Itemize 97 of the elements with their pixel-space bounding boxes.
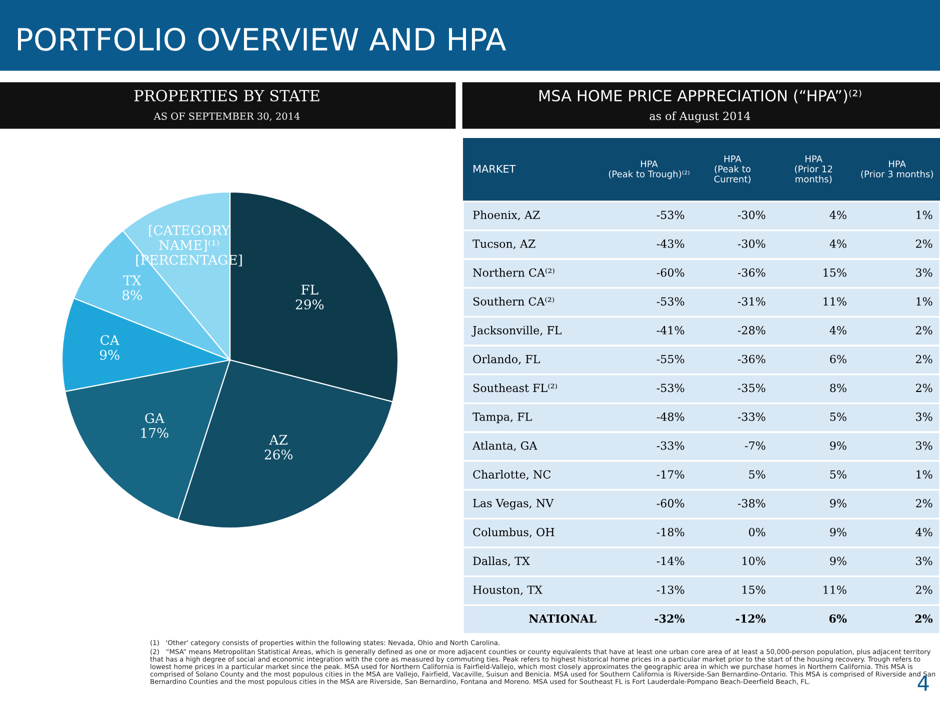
- text: Orlando, FL: [473, 354, 540, 365]
- text: 6%: [830, 354, 846, 364]
- text: -38%: [738, 499, 766, 508]
- text: 3%: [916, 412, 932, 421]
- text: MSA HOME PRICE APPRECIATION (“HPA”)⁽²⁾: [539, 90, 862, 104]
- text: 3%: [916, 556, 932, 566]
- text: -35%: [738, 384, 766, 392]
- data-label: 29%: [296, 299, 324, 310]
- text: -60%: [656, 499, 684, 508]
- text: PORTFOLIO OVERVIEW AND HPA: [18, 28, 506, 51]
- text: 6%: [829, 614, 847, 623]
- text: 2%: [916, 499, 932, 508]
- category-label: MARKET: [474, 165, 516, 173]
- text: -7%: [745, 441, 766, 450]
- slice-label: FL: [301, 284, 318, 294]
- text: -31%: [738, 297, 766, 306]
- text: 2%: [915, 614, 933, 623]
- text: Dallas, TX: [473, 556, 530, 566]
- category-label: HPA (Peak to Trough)⁽²⁾: [608, 160, 690, 180]
- text: as of August 2014: [650, 112, 750, 122]
- text: 3%: [916, 268, 932, 277]
- text: -53%: [656, 297, 684, 306]
- category-label: HPA (Prior 3 months): [861, 160, 933, 178]
- text: -17%: [656, 470, 684, 479]
- text: 5%: [830, 412, 846, 421]
- text: NATIONAL: [529, 614, 596, 623]
- slice-label: CA: [100, 335, 120, 346]
- text: -13%: [656, 586, 684, 594]
- text: 9%: [830, 528, 846, 536]
- text: 1%: [916, 470, 932, 479]
- text: -30%: [738, 210, 766, 220]
- text: Tampa, FL: [472, 412, 532, 424]
- text: 2%: [916, 384, 932, 392]
- text: 1%: [916, 210, 932, 220]
- text: 4%: [830, 326, 846, 334]
- text: -30%: [738, 240, 766, 248]
- text: Houston, TX: [473, 586, 542, 596]
- text: -12%: [736, 614, 766, 623]
- text: 15%: [824, 268, 846, 277]
- text: Jacksonville, FL: [472, 326, 562, 337]
- text: -36%: [738, 268, 766, 277]
- text: 1%: [916, 297, 932, 306]
- text: 4%: [830, 240, 846, 248]
- text: -33%: [656, 441, 684, 450]
- text: 4: [918, 676, 929, 691]
- text: Atlanta, GA: [472, 441, 538, 452]
- text: -41%: [656, 326, 684, 334]
- text: 5%: [749, 470, 766, 479]
- text: 9%: [830, 556, 846, 566]
- text: 4%: [830, 210, 846, 220]
- text: 2%: [916, 326, 932, 334]
- text: 11%: [824, 297, 846, 306]
- text: Charlotte, NC: [473, 470, 551, 480]
- text: 8%: [830, 384, 846, 392]
- text: -33%: [738, 412, 766, 421]
- text: Tucson, AZ: [472, 240, 536, 250]
- chart-subtitle: AS OF SEPTEMBER 30, 2014: [154, 112, 300, 122]
- text: Phoenix, AZ: [473, 210, 540, 220]
- text: 5%: [830, 470, 846, 479]
- category-label: HPA (Peak to Current): [714, 156, 750, 184]
- text: Columbus, OH: [473, 528, 554, 538]
- text: -60%: [656, 268, 684, 277]
- text: 11%: [824, 586, 846, 594]
- text: 10%: [742, 556, 766, 566]
- text: Northern CA⁽²⁾: [473, 268, 554, 277]
- text: 3%: [916, 441, 932, 450]
- text: -43%: [656, 240, 684, 248]
- text: 9%: [830, 499, 846, 508]
- text: -14%: [656, 556, 684, 566]
- text: 9%: [830, 441, 846, 450]
- text: 2%: [916, 354, 932, 364]
- text: Southern CA⁽²⁾: [473, 296, 554, 306]
- slice-label: GA: [145, 413, 165, 424]
- text: -32%: [654, 614, 685, 623]
- text: 0%: [749, 528, 766, 536]
- text: 15%: [742, 586, 766, 594]
- text: -53%: [656, 384, 684, 392]
- data-label: 9%: [100, 350, 120, 360]
- chart-title: PROPERTIES BY STATE: [134, 90, 320, 102]
- text: 4%: [916, 528, 932, 536]
- data-label: 8%: [122, 290, 142, 300]
- text: -53%: [656, 210, 684, 220]
- slice-label: [CATEGORY NAME]⁽¹⁾: [149, 225, 230, 252]
- slice-label: AZ: [269, 434, 288, 445]
- text: -36%: [738, 354, 766, 364]
- data-label: 17%: [141, 428, 168, 438]
- data-label: 26%: [264, 450, 292, 460]
- category-label: HPA (Prior 12 months): [795, 156, 832, 184]
- slice-label: TX: [123, 276, 142, 286]
- text: -18%: [656, 528, 684, 536]
- text: -28%: [738, 326, 766, 334]
- text: -55%: [656, 354, 684, 364]
- text: Las Vegas, NV: [473, 499, 554, 510]
- text: 2%: [916, 586, 932, 594]
- text: -48%: [656, 412, 684, 421]
- text: Southeast FL⁽²⁾: [473, 384, 557, 392]
- text: 2%: [916, 240, 932, 248]
